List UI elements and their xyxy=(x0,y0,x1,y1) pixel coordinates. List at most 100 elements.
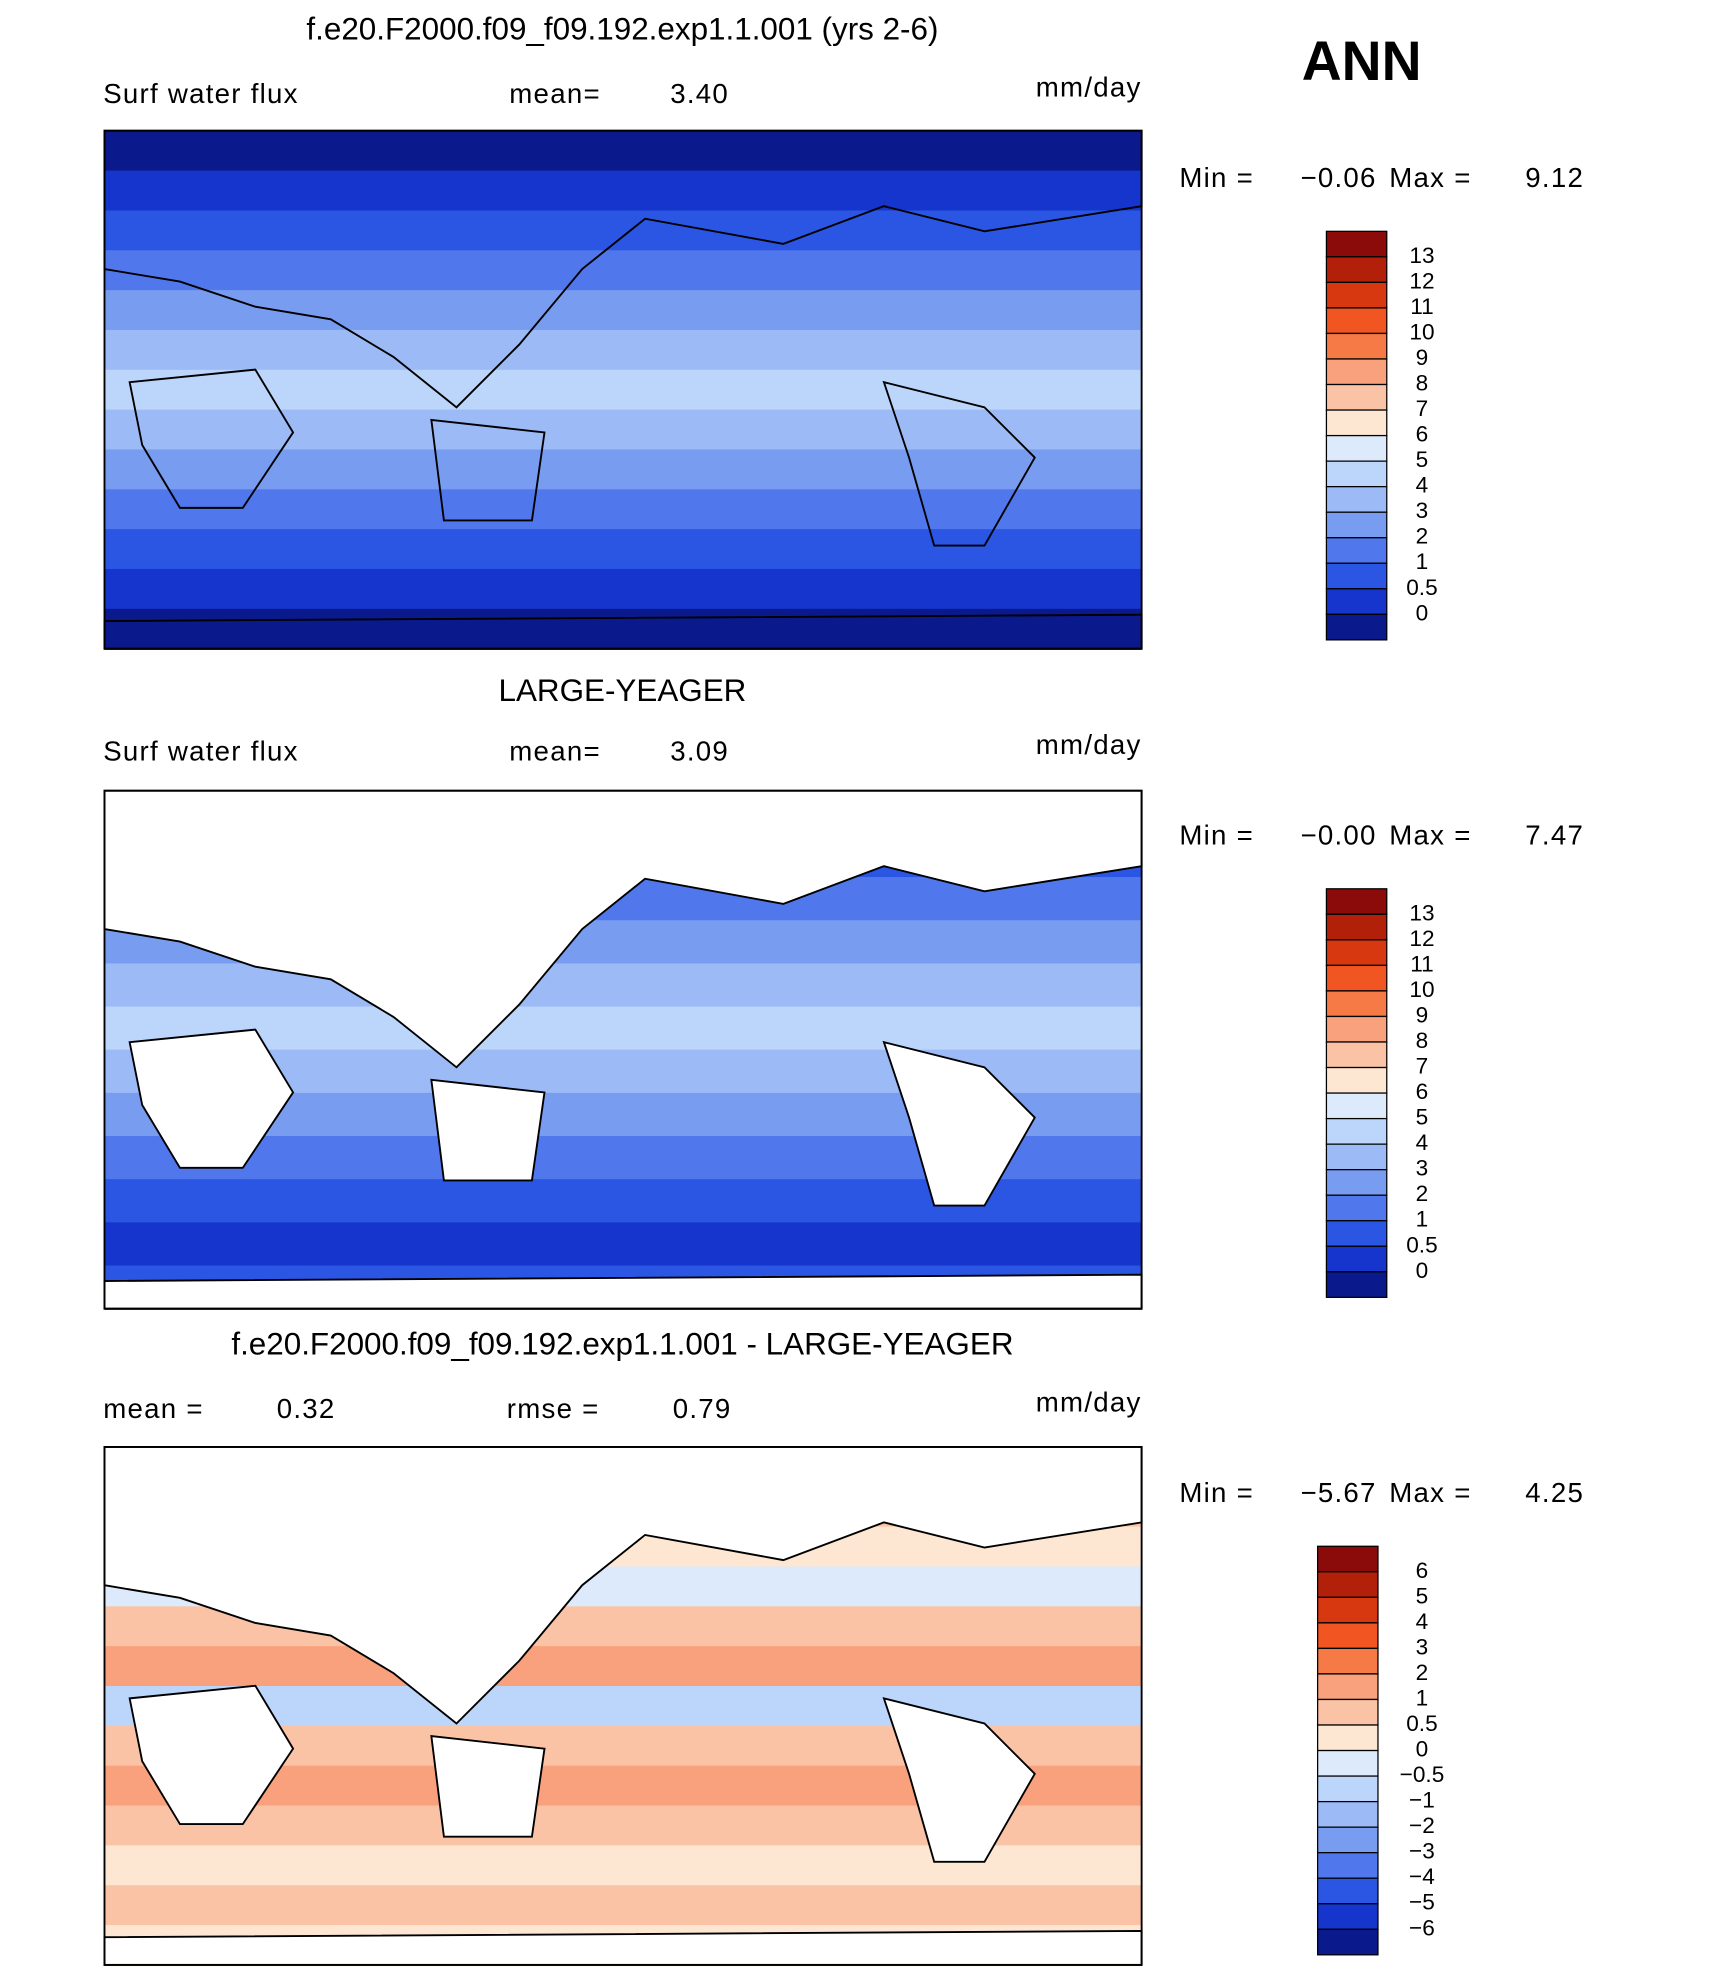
season-label: ANN xyxy=(1302,30,1422,92)
map-band xyxy=(104,1006,1142,1051)
colorbar-label: −6 xyxy=(1409,1915,1435,1940)
land xyxy=(882,1697,1036,1863)
colorbar-label: 11 xyxy=(1410,294,1433,319)
colorbar-label: 9 xyxy=(1416,345,1429,370)
max-label: Max = xyxy=(1389,162,1471,193)
min-value: −0.06 xyxy=(1300,162,1376,193)
map-band xyxy=(104,130,1142,172)
map xyxy=(103,789,1143,1310)
map-band xyxy=(104,529,1142,571)
units-label: mm/day xyxy=(1036,72,1142,103)
map-band xyxy=(104,290,1142,332)
colorbar-box xyxy=(1325,913,1388,941)
colorbar-box xyxy=(1325,1092,1388,1120)
colorbar-label: 1 xyxy=(1416,549,1429,574)
colorbar-label: −3 xyxy=(1409,1839,1435,1864)
stat-label: mean= xyxy=(509,78,601,109)
min-value: −5.67 xyxy=(1300,1477,1376,1508)
stat-value: 3.40 xyxy=(670,78,729,109)
colorbar-label: 13 xyxy=(1409,900,1434,925)
colorbar-box xyxy=(1325,1220,1388,1247)
field-label: Surf water flux xyxy=(103,735,299,766)
colorbar-label: 8 xyxy=(1416,370,1429,395)
colorbar-label: 2 xyxy=(1416,524,1429,549)
stat-label: mean = xyxy=(103,1393,204,1424)
panel-title: f.e20.F2000.f09_f09.192.exp1.1.001 - LAR… xyxy=(231,1327,1013,1362)
land xyxy=(128,1028,295,1169)
colorbar-box xyxy=(1325,613,1388,641)
min-value: −0.00 xyxy=(1300,820,1376,851)
colorbar-box xyxy=(1325,1194,1388,1222)
colorbar-label: 0 xyxy=(1416,600,1429,625)
colorbar-label: 3 xyxy=(1416,1634,1429,1659)
panel-title: LARGE-YEAGER xyxy=(499,673,747,708)
colorbar-label: 13 xyxy=(1409,243,1434,268)
colorbar-label: 6 xyxy=(1416,422,1429,447)
map-band xyxy=(104,210,1142,252)
colorbar-box xyxy=(1325,460,1388,488)
colorbar-label: 0.5 xyxy=(1406,1711,1437,1736)
colorbar-box xyxy=(1316,1749,1379,1777)
max-value: 7.47 xyxy=(1525,820,1584,851)
colorbar-box xyxy=(1325,1245,1388,1273)
colorbar-box xyxy=(1316,1698,1379,1726)
colorbar-label: 9 xyxy=(1416,1002,1429,1027)
stat-value: 0.32 xyxy=(277,1393,336,1424)
colorbar-box xyxy=(1316,1903,1379,1930)
colorbar-box xyxy=(1325,537,1388,564)
units-label: mm/day xyxy=(1036,1387,1142,1418)
map-band xyxy=(104,409,1142,451)
map-frame xyxy=(103,1446,1143,1966)
colorbar-box xyxy=(1325,256,1388,284)
colorbar-label: 4 xyxy=(1416,473,1429,498)
colorbar-label: 6 xyxy=(1416,1079,1429,1104)
map-band xyxy=(104,1646,1142,1688)
colorbar-box xyxy=(1325,434,1388,462)
colorbar-label: 5 xyxy=(1416,1105,1429,1130)
colorbar-box xyxy=(1316,1647,1379,1675)
colorbar-box xyxy=(1325,332,1388,360)
colorbar-box xyxy=(1325,1169,1388,1196)
min-label: Min = xyxy=(1179,162,1254,193)
colorbar-label: 0.5 xyxy=(1406,1232,1437,1257)
colorbar-box xyxy=(1316,1673,1379,1701)
colorbar-box xyxy=(1325,358,1388,386)
land xyxy=(430,418,546,522)
colorbar-box xyxy=(1316,1852,1379,1879)
map-band xyxy=(104,568,1142,611)
colorbar-box xyxy=(1325,964,1388,992)
map-band xyxy=(104,329,1142,372)
colorbar-box xyxy=(1325,588,1388,615)
land xyxy=(103,1929,1143,1966)
colorbar-box xyxy=(1325,1271,1388,1298)
colorbar-box xyxy=(1325,888,1388,915)
field-label: Surf water flux xyxy=(103,78,299,109)
colorbar-label: 10 xyxy=(1409,319,1434,344)
map-band xyxy=(104,1885,1142,1927)
colorbar-box xyxy=(1325,1015,1388,1043)
colorbar-label: −2 xyxy=(1409,1813,1435,1838)
colorbar-label: 3 xyxy=(1416,498,1429,523)
colorbar-box xyxy=(1325,307,1388,335)
land xyxy=(103,789,1143,1069)
colorbar-box xyxy=(1325,939,1388,967)
stat-value: 0.79 xyxy=(673,1393,732,1424)
max-value: 4.25 xyxy=(1525,1477,1584,1508)
land xyxy=(430,1735,546,1838)
land xyxy=(128,1684,295,1826)
panel-title: f.e20.F2000.f09_f09.192.exp1.1.001 (yrs … xyxy=(306,12,938,47)
colorbar-label: 12 xyxy=(1409,268,1434,293)
colorbar-box xyxy=(1316,1596,1379,1624)
min-label: Min = xyxy=(1179,820,1254,851)
colorbar-box xyxy=(1325,383,1388,411)
colorbar-box xyxy=(1325,281,1388,309)
colorbar-label: −0.5 xyxy=(1400,1762,1445,1787)
land xyxy=(103,1273,1143,1310)
colorbar-label: −4 xyxy=(1409,1864,1435,1889)
colorbar-box xyxy=(1325,990,1388,1018)
colorbar-label: 10 xyxy=(1409,977,1434,1002)
land xyxy=(882,1040,1036,1207)
colorbar-box xyxy=(1316,1928,1379,1956)
